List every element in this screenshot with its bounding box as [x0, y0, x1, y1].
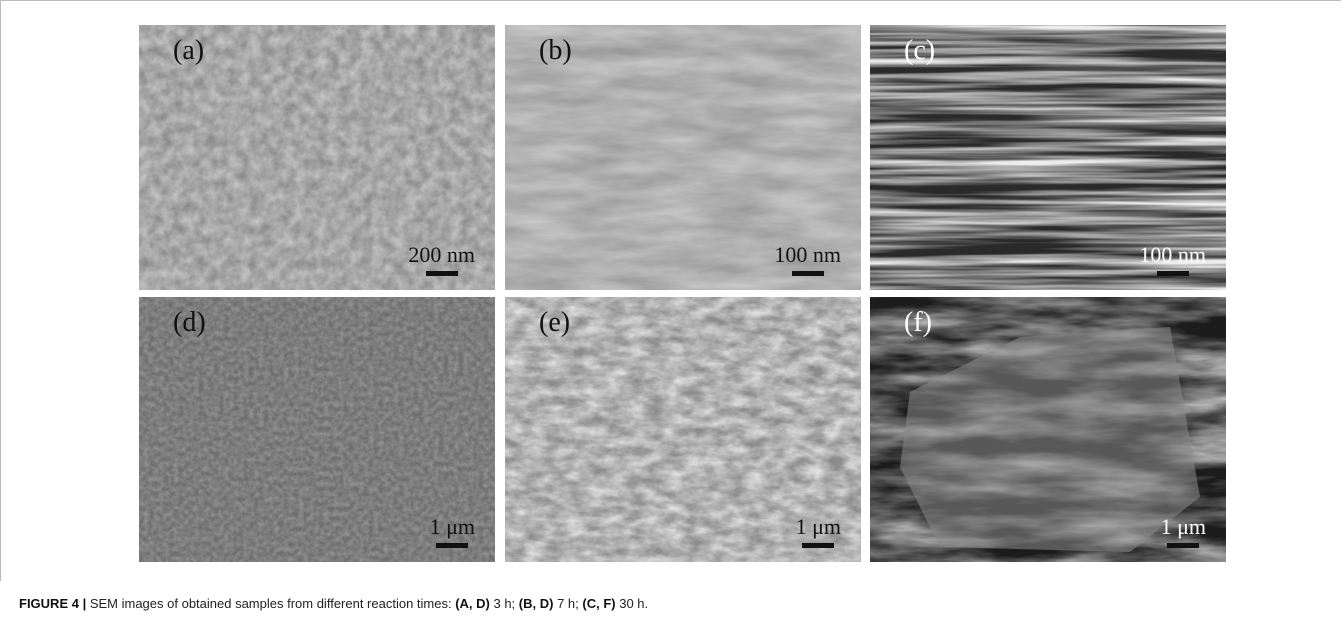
scale-label: 100 nm — [1139, 242, 1206, 267]
page: {"figure": { "panels": [ {"label": "(a)"… — [0, 0, 1342, 627]
panel-label: (c) — [904, 35, 935, 67]
scale-label: 1 μm — [796, 514, 841, 539]
sem-image: (f) 1 μm — [870, 297, 1226, 562]
figure-caption: FIGURE 4 | SEM images of obtained sample… — [19, 596, 648, 611]
caption-text: 7 h; — [553, 596, 582, 611]
sem-image: (e) 1 μm — [505, 297, 861, 562]
caption-text: (A, D) — [455, 596, 490, 611]
caption-text: (C, F) — [582, 596, 615, 611]
panel-label: (a) — [173, 35, 204, 67]
caption-text: FIGURE 4 | — [19, 596, 90, 611]
scale-line — [1167, 543, 1199, 548]
panel-label: (f) — [904, 307, 932, 339]
scale-bar: 200 nm — [408, 242, 475, 268]
scale-bar: 1 μm — [430, 514, 475, 540]
caption-text: 30 h. — [616, 596, 649, 611]
sem-image: (d) 1 μm — [139, 297, 495, 562]
scale-label: 1 μm — [1161, 514, 1206, 539]
scale-line — [802, 543, 834, 548]
scale-bar: 100 nm — [1139, 242, 1206, 268]
scale-line — [436, 543, 468, 548]
scale-line — [426, 271, 458, 276]
scale-label: 200 nm — [408, 242, 475, 267]
scale-bar: 1 μm — [1161, 514, 1206, 540]
panel-label: (d) — [173, 307, 206, 339]
scale-line — [792, 271, 824, 276]
scale-line — [1157, 271, 1189, 276]
scale-bar: 1 μm — [796, 514, 841, 540]
caption-text: 3 h; — [490, 596, 519, 611]
scale-label: 1 μm — [430, 514, 475, 539]
sem-image: (a) 200 nm — [139, 25, 495, 290]
caption-text: (B, D) — [519, 596, 554, 611]
scale-label: 100 nm — [774, 242, 841, 267]
caption-text: SEM images of obtained samples from diff… — [90, 596, 455, 611]
sem-image: (b) 100 nm — [505, 25, 861, 290]
sem-image: (c) 100 nm — [870, 25, 1226, 290]
scale-bar: 100 nm — [774, 242, 841, 268]
panel-label: (b) — [539, 35, 572, 67]
panel-label: (e) — [539, 307, 570, 339]
